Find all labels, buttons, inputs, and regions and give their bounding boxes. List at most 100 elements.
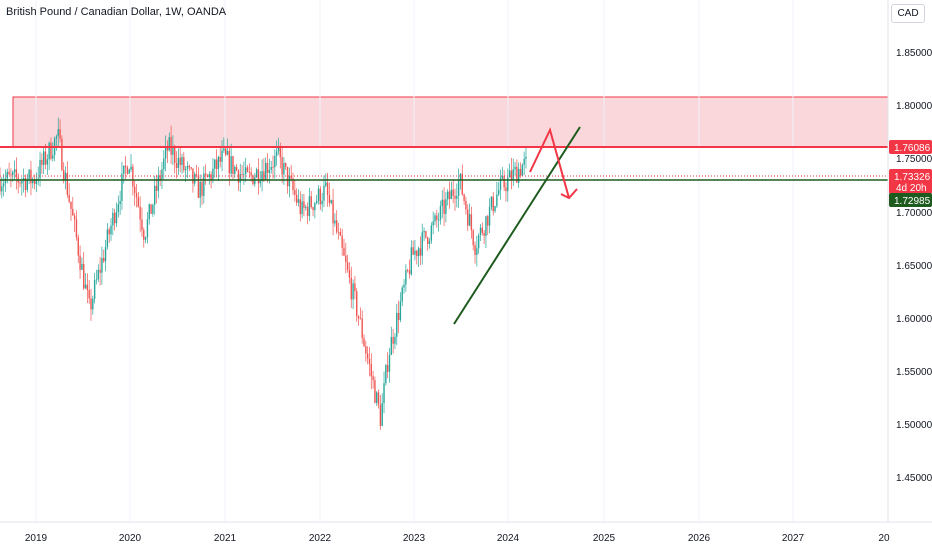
projection-path[interactable] [529,127,570,199]
candle-body [219,157,221,162]
candle-body [399,301,402,321]
candle-body [476,248,478,255]
candle-body [383,383,385,404]
x-tick: 2023 [403,533,426,544]
candle-body [64,172,67,181]
candle-body [295,194,298,203]
candle-body [6,171,8,179]
candle-body [63,170,65,181]
candle-body [224,148,227,155]
candle-body [130,166,132,170]
candle-body [203,173,205,196]
candle-body [190,167,192,169]
candle-body [228,150,231,174]
candle-body [496,194,498,207]
candle-body [379,404,382,426]
candle-body [443,199,445,214]
candle-body [75,219,78,238]
currency-selector[interactable]: CAD [891,4,925,23]
candle-body [4,178,7,184]
candle-body [15,169,18,178]
candle-body [172,147,174,155]
y-tick: 1.45000 [896,473,932,484]
candle-body [428,240,431,244]
candle-body [352,283,354,300]
candle-body [148,204,150,220]
candle-body [421,232,423,256]
candle-body [485,216,487,236]
candle-body [503,176,505,188]
candle-body [414,250,416,255]
trendline[interactable] [453,126,581,325]
candle-body [50,142,52,159]
candle-body [55,136,58,139]
candle-body [330,200,332,204]
candle-body [99,269,101,273]
y-tick: 1.80000 [896,101,932,112]
candle-body [72,208,74,216]
y-axis[interactable]: 1.85000 1.80000 1.75000 1.70000 1.65000 … [896,48,932,484]
candle-body [412,247,414,255]
x-tick: 2022 [309,533,332,544]
candle-body [301,201,303,215]
candle-body [508,170,511,178]
candle-body [334,220,336,224]
resistance-zone[interactable] [12,96,889,148]
candle-body [314,203,316,211]
candle-body [441,199,443,206]
x-axis[interactable]: 2019 2020 2021 2022 2023 2024 2025 2026 … [25,533,890,544]
candle-body [275,151,278,156]
candle-body [270,166,272,170]
candle-body [73,215,76,220]
candle-body [154,185,156,205]
candle-body [507,177,509,192]
candle-body [234,166,236,174]
candle-body [248,171,251,173]
candle-body [297,199,300,203]
candle-body [212,168,214,181]
candle-body [430,225,433,241]
candle-body [113,212,116,224]
candle-body [494,206,496,212]
candle-body [370,364,372,377]
candle-body [86,284,89,291]
candle-body [166,146,169,151]
price-tag-label: 1.76086 [894,143,931,154]
candle-body [161,169,163,180]
candle-body [445,199,447,214]
candle-body [163,158,165,170]
candle-body [339,232,342,236]
candle-body [405,270,407,285]
candle-body [488,207,491,226]
candle-body [328,195,331,204]
candle-body [95,279,98,281]
x-tick: 2019 [25,533,48,544]
candle-body [450,189,453,200]
candle-body [33,179,36,184]
candle-body [90,298,92,310]
candle-body [246,167,249,172]
candle-body [447,191,449,200]
candle-body [214,159,216,169]
price-tag-label: 1.72985 [894,196,931,207]
candle-body [501,176,504,179]
candle-body [61,138,63,171]
candle-body [79,255,81,270]
candle-body [119,200,121,205]
candle-body [363,338,365,347]
candle-body [57,129,59,137]
candle-body [381,403,383,426]
candle-body [366,353,369,359]
candle-body [281,157,283,175]
candle-body [416,250,418,257]
chart-title: British Pound / Canadian Dollar, 1W, OAN… [6,6,227,18]
candle-body [175,163,178,168]
candle-body [21,181,23,184]
candle-body [115,211,118,224]
candle-body [230,156,232,174]
candle-body [523,158,525,165]
candle-body [396,312,398,337]
price-tag-last: 1.73326 4d 20h [889,169,932,194]
candle-body [492,196,494,212]
